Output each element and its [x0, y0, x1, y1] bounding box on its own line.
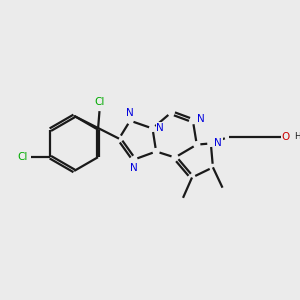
Text: N: N — [130, 163, 137, 172]
Text: O: O — [282, 132, 290, 142]
Text: N: N — [156, 123, 164, 133]
Text: H: H — [294, 132, 300, 141]
Text: N: N — [214, 137, 222, 148]
Text: Cl: Cl — [94, 97, 105, 107]
Text: N: N — [126, 108, 134, 118]
Text: Cl: Cl — [17, 152, 28, 162]
Text: N: N — [197, 115, 205, 124]
